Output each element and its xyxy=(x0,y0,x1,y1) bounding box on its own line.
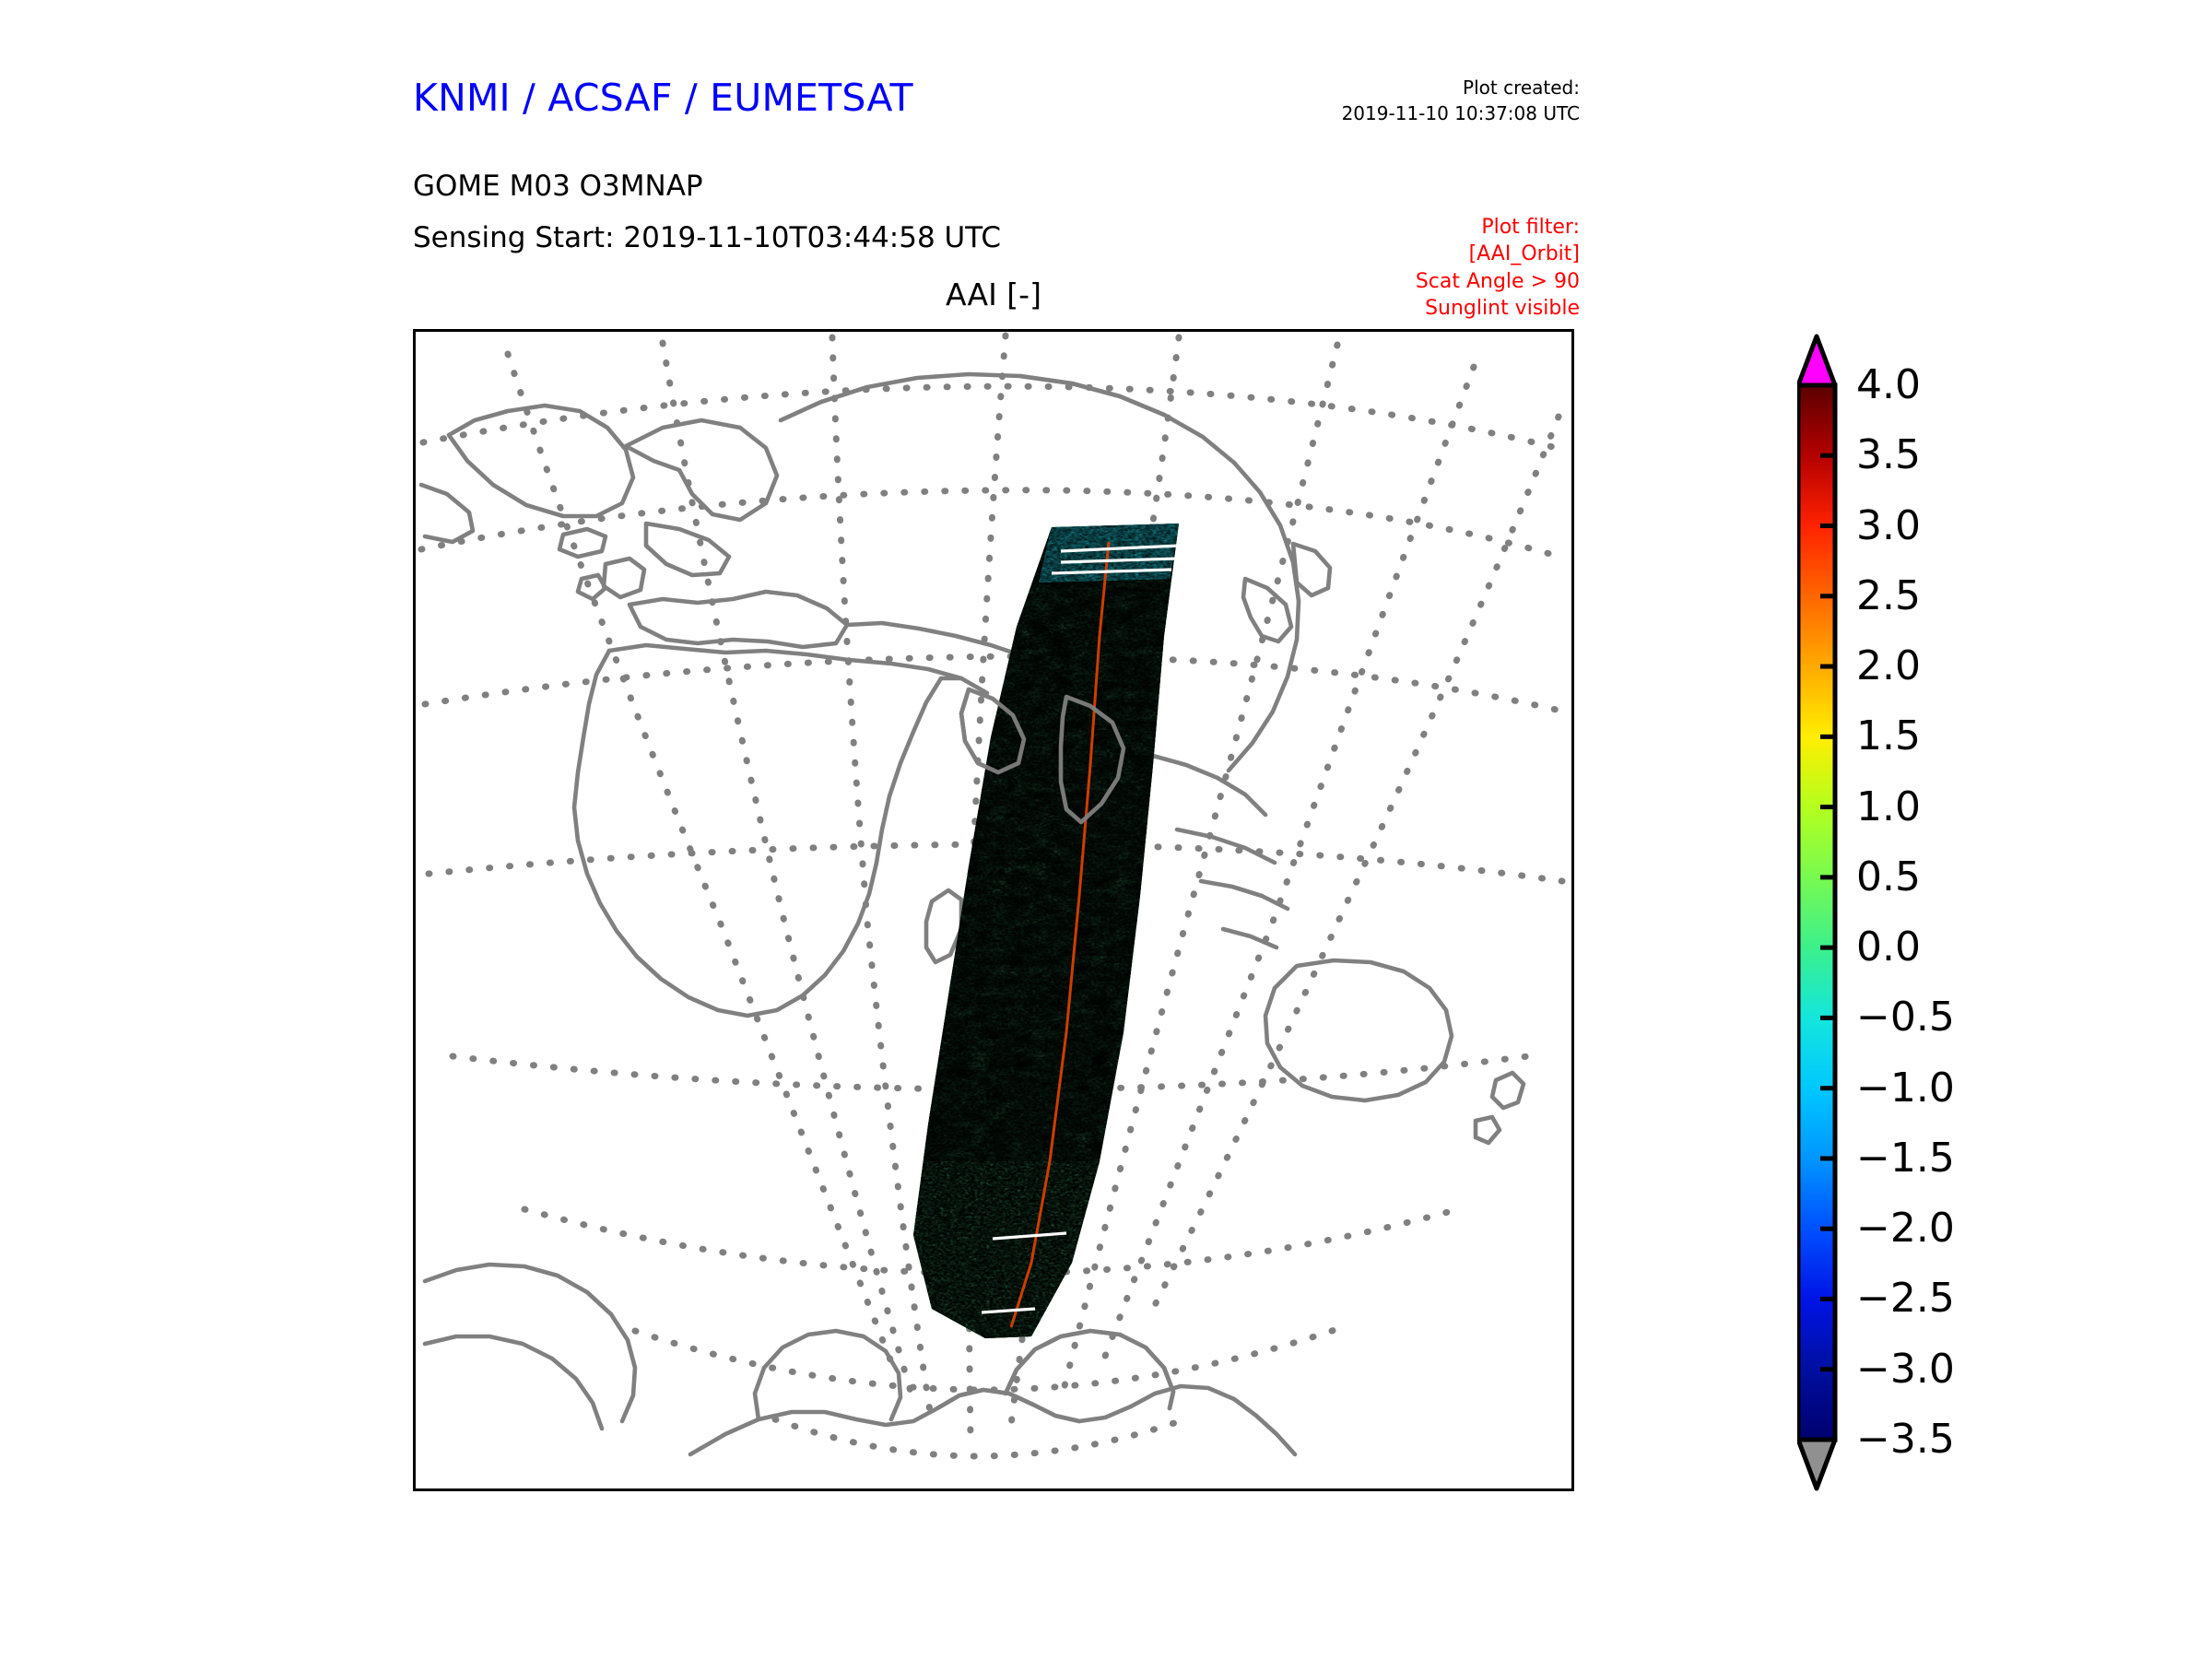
colorbar: 4.0 3.5 3.0 2.5 2.0 1.5 1.0 0.5 0.0 −0.5 −1.0 −1.5 −… xyxy=(1797,329,2184,1493)
colorbar-tick-label: 1.5 xyxy=(1856,712,1921,760)
plot-filter-block: Plot filter: [AAI_Orbit] Scat Angle > 90… xyxy=(1416,214,1580,322)
colorbar-tick-label: 0.0 xyxy=(1856,924,1921,971)
colorbar-tick-label: 3.0 xyxy=(1856,501,1921,549)
colorbar-gradient-bar xyxy=(1797,382,1838,1442)
plot-created-label: Plot created: xyxy=(1463,76,1580,99)
plot-filter-line-4: Sunglint visible xyxy=(1425,296,1580,320)
colorbar-tick-label: −3.5 xyxy=(1856,1416,1955,1463)
colorbar-tick-label: −2.5 xyxy=(1856,1275,1955,1323)
map-title: AAI [-] xyxy=(946,276,1041,312)
colorbar-over-range-arrow xyxy=(1797,334,1838,388)
colorbar-tick-label: 1.0 xyxy=(1856,782,1921,830)
plot-created-block: Plot created: 2019-11-10 10:37:08 UTC xyxy=(1342,76,1580,126)
colorbar-tick-label: 2.5 xyxy=(1856,571,1921,619)
map-plot-area xyxy=(413,329,1574,1491)
coastlines-overlay xyxy=(935,373,1176,1424)
swath-centerline xyxy=(1009,541,1111,1328)
colorbar-tick-label: −2.0 xyxy=(1856,1205,1955,1253)
org-title: KNMI / ACSAF / EUMETSAT xyxy=(413,76,913,120)
colorbar-tick-label: −1.0 xyxy=(1856,1064,1955,1112)
colorbar-tick-label: 4.0 xyxy=(1856,361,1921,408)
colorbar-tick-label: 0.5 xyxy=(1856,853,1921,900)
swath-data-gaps xyxy=(981,544,1180,1314)
dataset-title: GOME M03 O3MNAP xyxy=(413,170,703,203)
colorbar-tick-label: −1.5 xyxy=(1856,1134,1955,1182)
colorbar-tick-label: 2.0 xyxy=(1856,642,1921,690)
plot-filter-line-1: Plot filter: xyxy=(1481,216,1580,239)
colorbar-tick-label: −0.5 xyxy=(1856,994,1955,1041)
plot-filter-line-2: [AAI_Orbit] xyxy=(1468,242,1580,266)
map-canvas xyxy=(416,332,1571,1488)
colorbar-canvas xyxy=(1797,334,1838,1491)
colorbar-tick-label: −3.0 xyxy=(1856,1345,1955,1393)
sensing-start-label: Sensing Start: 2019-11-10T03:44:58 UTC xyxy=(413,221,1001,254)
colorbar-tick-label: 3.5 xyxy=(1856,431,1921,479)
colorbar-ticks xyxy=(1820,453,1835,1372)
colorbar-tick-labels: 4.0 3.5 3.0 2.5 2.0 1.5 1.0 0.5 0.0 −0.5 −1.0 −1.5 −… xyxy=(1856,329,2041,1493)
plot-filter-line-3: Scat Angle > 90 xyxy=(1415,269,1580,293)
plot-created-value: 2019-11-10 10:37:08 UTC xyxy=(1341,101,1580,124)
colorbar-under-range-arrow xyxy=(1797,1437,1838,1491)
